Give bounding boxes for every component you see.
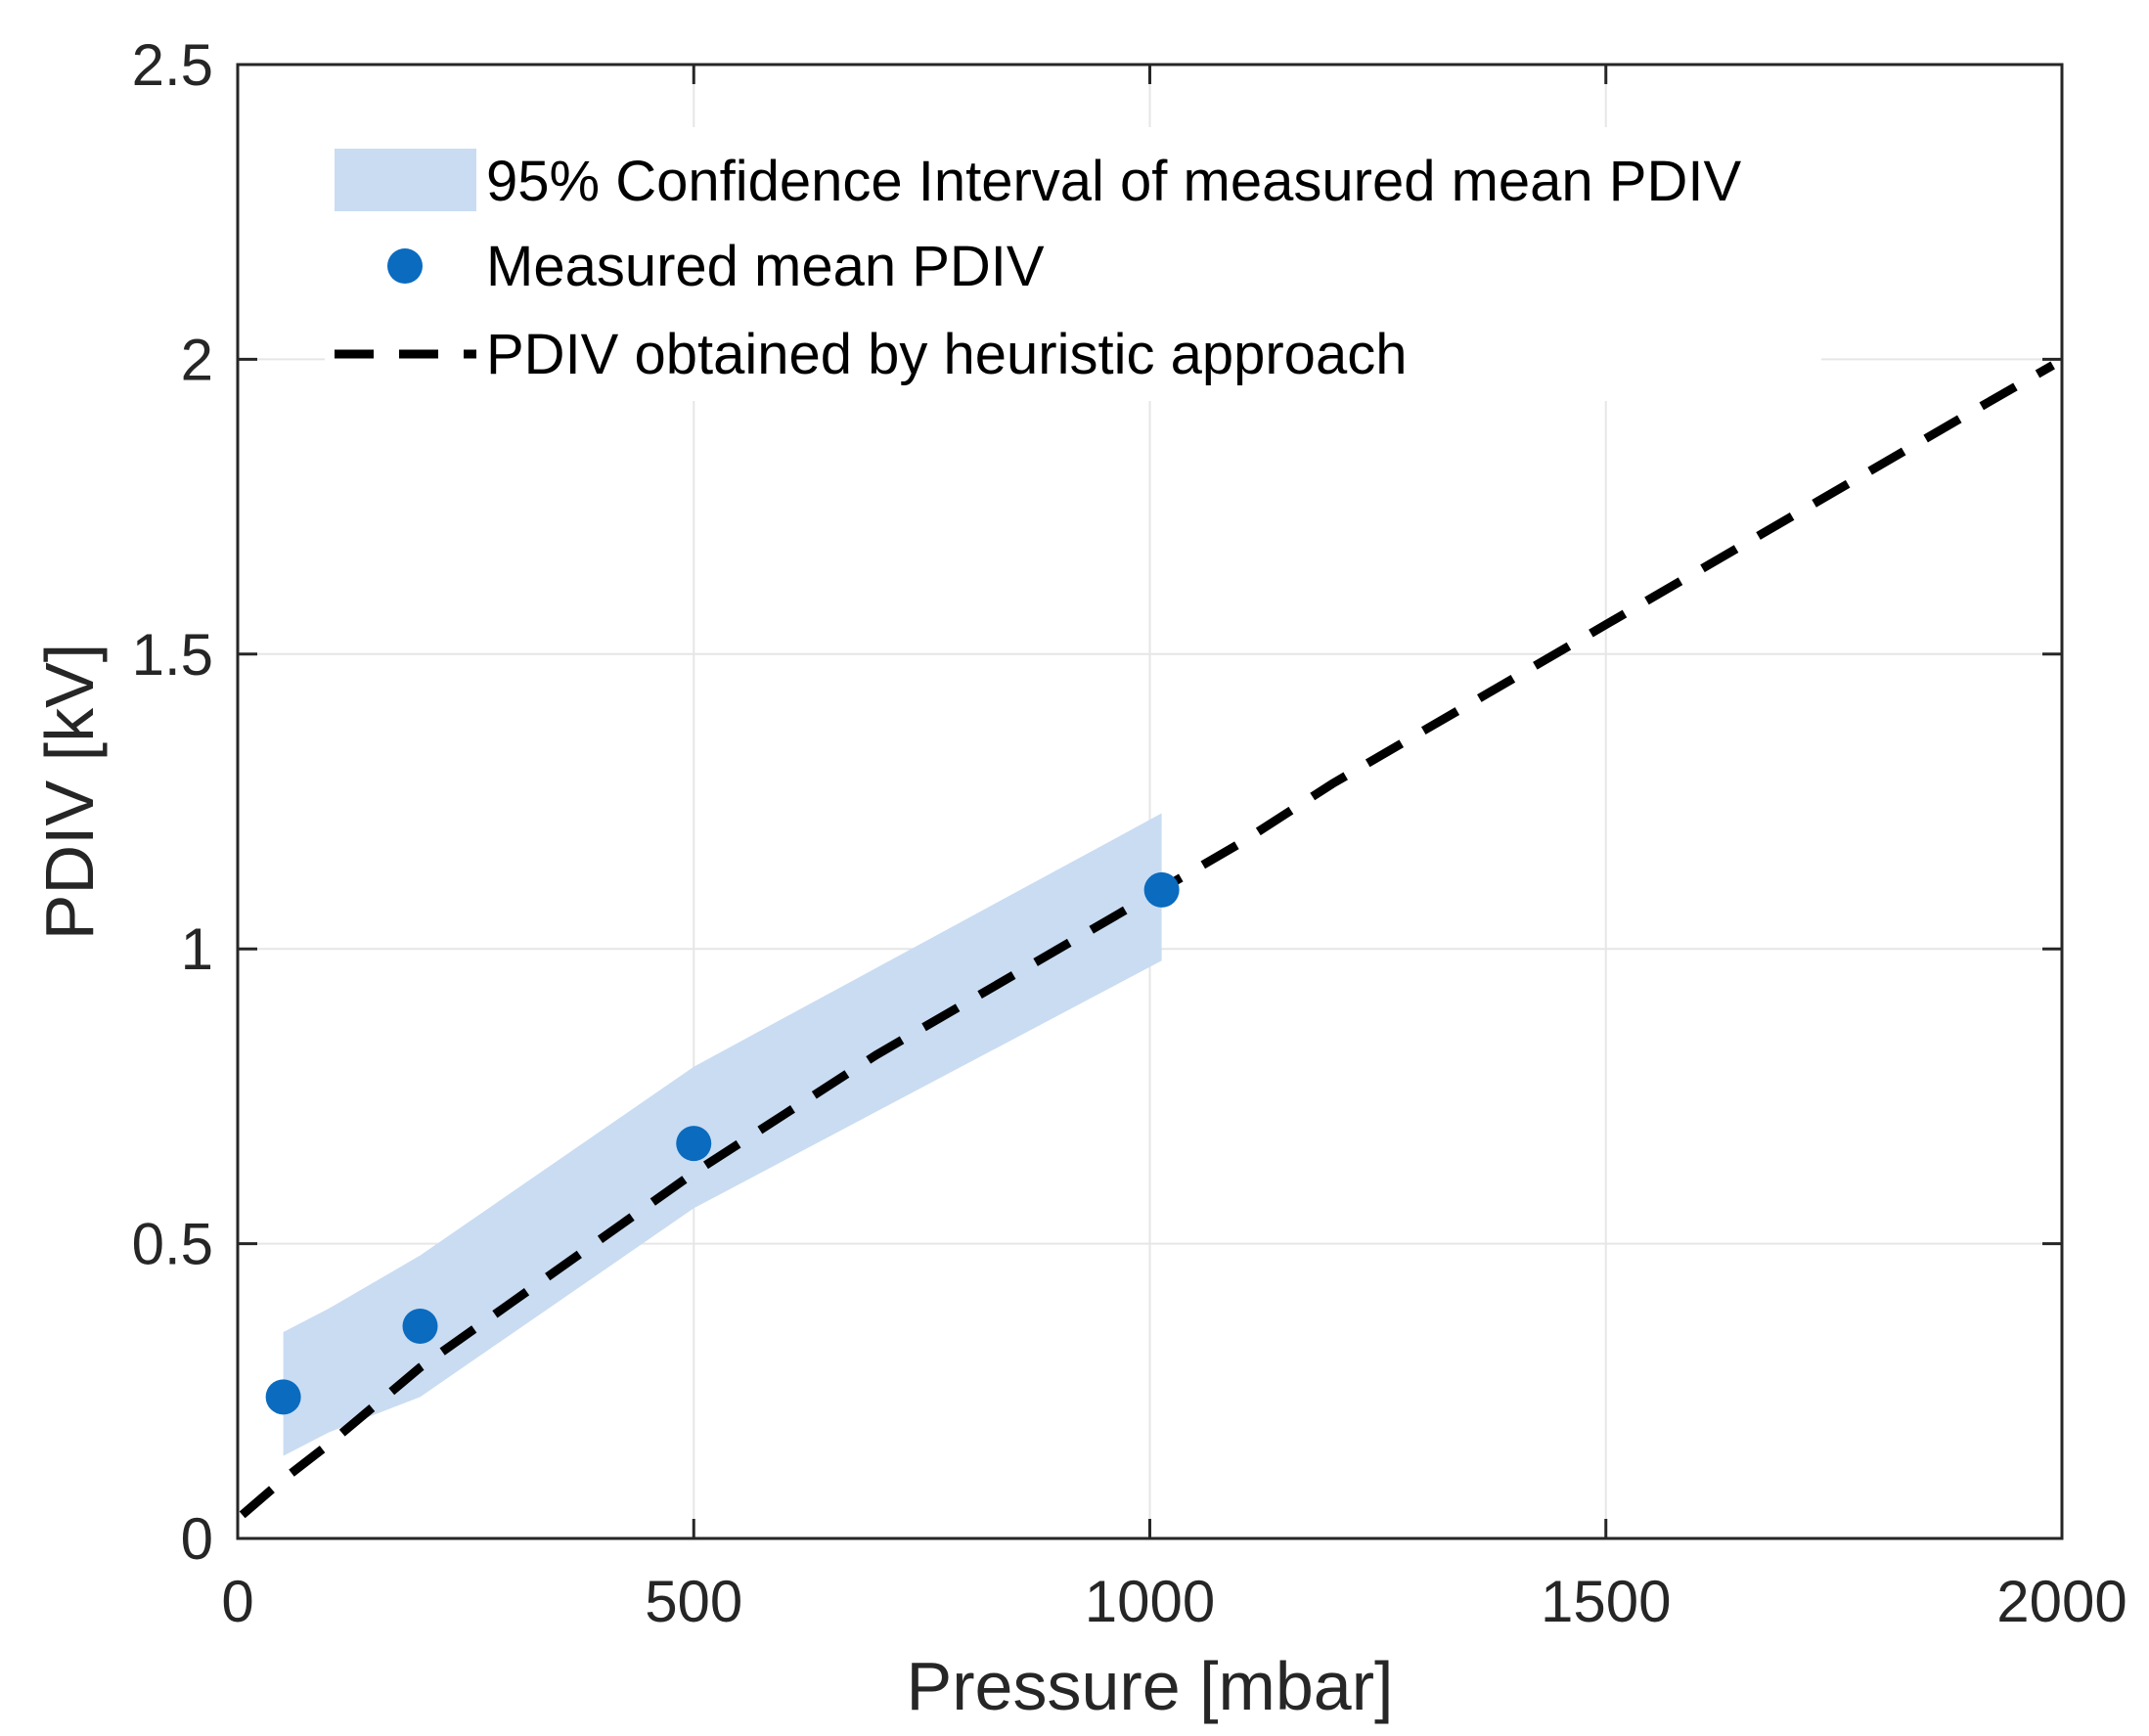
legend-line-label: PDIV obtained by heuristic approach <box>486 323 1407 386</box>
legend-point-label: Measured mean PDIV <box>486 235 1045 298</box>
y-tick-labels: 0 0.5 1 1.5 2 2.5 <box>132 32 213 1572</box>
y-tick-label: 1.5 <box>132 622 213 688</box>
heuristic-line-layer <box>239 361 2055 1519</box>
x-tick-labels: 0 500 1000 1500 2000 <box>221 1569 2127 1634</box>
tick-marks <box>236 63 2064 1540</box>
y-tick-label: 0.5 <box>132 1212 213 1277</box>
legend-band-swatch <box>335 149 476 211</box>
data-point <box>1143 871 1180 908</box>
measured-points-layer <box>265 871 1180 1415</box>
x-tick-label: 1000 <box>1085 1569 1215 1634</box>
y-tick-label: 2 <box>181 327 213 392</box>
data-point <box>265 1379 301 1415</box>
y-tick-label: 0 <box>181 1506 213 1572</box>
data-point <box>402 1308 438 1344</box>
y-tick-label: 1 <box>181 916 213 982</box>
x-tick-label: 500 <box>645 1569 742 1634</box>
legend-band-label: 95% Confidence Interval of measured mean… <box>486 150 1741 213</box>
heuristic-line <box>239 361 2055 1519</box>
x-axis-title: Pressure [mbar] <box>907 1648 1394 1724</box>
y-axis-title: PDIV [kV] <box>31 644 108 940</box>
x-tick-label: 0 <box>221 1569 253 1634</box>
legend: 95% Confidence Interval of measured mean… <box>325 127 1821 401</box>
data-point <box>676 1126 712 1162</box>
x-tick-label: 2000 <box>1996 1569 2127 1634</box>
x-tick-label: 1500 <box>1541 1569 1671 1634</box>
y-tick-label: 2.5 <box>132 32 213 98</box>
confidence-band <box>283 813 1162 1456</box>
legend-point-swatch <box>387 248 423 284</box>
confidence-band-layer <box>283 813 1162 1456</box>
legend-background <box>325 127 1821 401</box>
